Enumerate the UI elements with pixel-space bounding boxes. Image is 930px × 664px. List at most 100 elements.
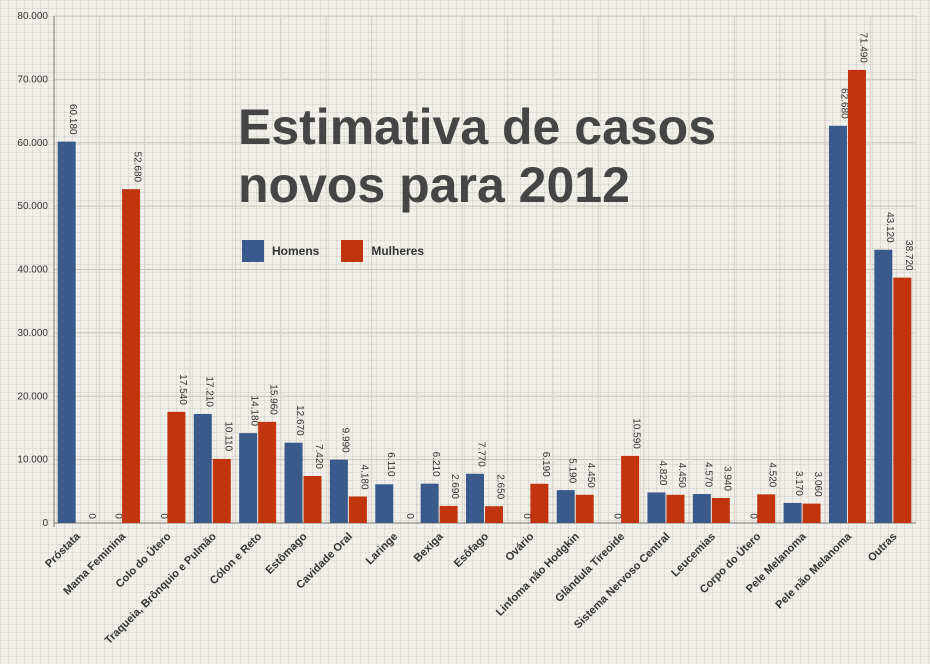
legend-item-mulheres: Mulheres xyxy=(341,240,424,262)
data-label: 5.190 xyxy=(566,458,577,483)
bar-mulheres xyxy=(757,494,776,523)
bar-mulheres xyxy=(348,496,367,523)
x-tick-label: Linfoma não Hodgkin xyxy=(494,530,582,618)
bar-mulheres xyxy=(711,498,730,523)
x-tick-label: Outras xyxy=(866,531,900,565)
bar-homens xyxy=(239,433,258,523)
bar-mulheres xyxy=(847,69,866,523)
data-label: 4.820 xyxy=(657,460,668,485)
chart-title-line-1: Estimativa de casos xyxy=(238,99,717,155)
data-label: 4.520 xyxy=(767,462,778,487)
data-label: 43.120 xyxy=(884,212,895,243)
data-label: 6.190 xyxy=(540,452,551,477)
y-tick-label: 40.000 xyxy=(17,265,48,276)
data-label: 6.210 xyxy=(430,452,441,477)
data-label: 17.540 xyxy=(177,374,188,405)
bar-mulheres xyxy=(122,189,141,523)
bar-homens xyxy=(828,125,847,523)
data-label: 2.690 xyxy=(449,474,460,499)
data-label: 2.650 xyxy=(495,474,506,499)
data-label: 6.110 xyxy=(385,452,396,477)
data-label: 38.720 xyxy=(903,240,914,271)
data-label: 0 xyxy=(521,513,532,519)
bar-homens xyxy=(329,459,348,523)
data-label: 0 xyxy=(113,513,124,519)
bar-mulheres xyxy=(575,494,594,523)
data-label: 4.180 xyxy=(358,465,369,490)
bar-homens xyxy=(783,502,802,523)
data-label: 0 xyxy=(86,513,97,519)
bar-homens xyxy=(692,494,711,523)
data-label: 3.060 xyxy=(812,472,823,497)
data-label: 0 xyxy=(748,513,759,519)
bar-mulheres xyxy=(212,458,231,523)
bar-mulheres xyxy=(303,475,322,523)
bar-mulheres xyxy=(666,494,685,523)
y-tick-label: 60.000 xyxy=(17,138,48,149)
bar-mulheres xyxy=(621,455,640,523)
data-label: 14.180 xyxy=(249,396,260,427)
data-label: 7.420 xyxy=(313,444,324,469)
x-tick-label: Laringe xyxy=(364,531,401,568)
data-label: 15.960 xyxy=(268,384,279,415)
chart-legend: Homens Mulheres xyxy=(242,240,446,262)
legend-item-homens: Homens xyxy=(242,240,319,262)
y-tick-label: 0 xyxy=(42,518,48,529)
data-label: 3.170 xyxy=(793,471,804,496)
bar-mulheres xyxy=(893,277,912,523)
bar-mulheres xyxy=(167,411,186,523)
bar-homens xyxy=(874,249,893,524)
data-label: 71.490 xyxy=(857,32,868,63)
y-tick-label: 10.000 xyxy=(17,455,48,466)
y-tick-label: 20.000 xyxy=(17,391,48,402)
bar-mulheres xyxy=(802,503,821,523)
bar-mulheres xyxy=(530,483,549,523)
bar-homens xyxy=(193,413,212,523)
data-label: 62.680 xyxy=(838,88,849,119)
y-tick-label: 80.000 xyxy=(17,11,48,22)
x-tick-label: Estômago xyxy=(264,530,310,576)
data-label: 7.770 xyxy=(476,442,487,467)
bar-mulheres xyxy=(485,506,503,523)
x-tick-label: Esôfago xyxy=(452,530,491,569)
bar-homens xyxy=(284,442,303,523)
data-label: 4.570 xyxy=(702,462,713,487)
chart-title: Estimativa de casos novos para 2012 xyxy=(238,98,716,214)
data-label: 9.990 xyxy=(339,428,350,453)
y-tick-label: 50.000 xyxy=(17,201,48,212)
data-label: 4.450 xyxy=(585,463,596,488)
data-label: 12.670 xyxy=(294,405,305,436)
bar-homens xyxy=(556,490,575,523)
bar-homens xyxy=(57,141,76,523)
y-tick-label: 70.000 xyxy=(17,74,48,85)
bar-mulheres xyxy=(439,505,458,523)
bar-homens xyxy=(466,473,484,523)
data-label: 0 xyxy=(404,513,415,519)
data-label: 17.210 xyxy=(203,376,214,407)
data-label: 60.180 xyxy=(67,104,78,135)
x-tick-label: Sistema Nervoso Central xyxy=(572,531,673,632)
chart-title-line-2: novos para 2012 xyxy=(238,157,630,213)
x-tick-label: Leucemias xyxy=(669,531,718,580)
x-tick-label: Pele não Melanoma xyxy=(773,530,854,611)
data-label: 3.940 xyxy=(721,466,732,491)
data-label: 52.680 xyxy=(132,152,143,183)
bar-homens xyxy=(420,483,439,523)
bar-homens xyxy=(647,492,666,523)
data-label: 0 xyxy=(158,513,169,519)
legend-swatch-mulheres xyxy=(341,240,364,262)
x-tick-label: Bexiga xyxy=(412,530,447,565)
data-label: 10.110 xyxy=(222,421,233,451)
x-tick-label: Próstata xyxy=(43,530,83,570)
data-label: 10.590 xyxy=(631,418,642,449)
y-tick-label: 30.000 xyxy=(17,328,48,339)
x-tick-label: Ovário xyxy=(503,530,536,563)
legend-label-homens: Homens xyxy=(272,244,320,258)
bar-mulheres xyxy=(258,421,277,523)
legend-label-mulheres: Mulheres xyxy=(371,244,425,258)
bar-homens xyxy=(375,484,394,523)
data-label: 0 xyxy=(612,513,623,519)
legend-swatch-homens xyxy=(242,240,264,262)
data-label: 4.450 xyxy=(676,463,687,488)
